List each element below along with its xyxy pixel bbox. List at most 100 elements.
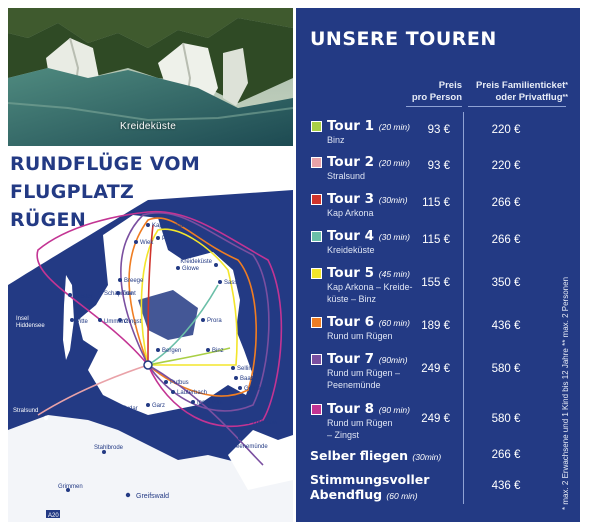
tour-duration: (60 min) [378,318,410,328]
tour-destination: Kreideküste [327,244,375,256]
col-header-family-sup-1: * [565,82,568,89]
svg-text:Peenemünde: Peenemünde [232,444,268,450]
tour-color-swatch [311,354,322,365]
tour-family-price: 350 € [491,277,521,289]
tour-name: Tour 3 (30min) [327,191,408,207]
svg-text:Ummanz: Ummanz [104,319,128,325]
panel-title: UNSERE TOUREN [310,28,497,50]
special-family-price: 436 € [491,480,521,492]
tour-color-swatch [311,121,322,132]
tour-price: 189 € [421,320,450,332]
tour-destination: Rund um Rügen – Zingst [327,417,393,441]
tour-color-swatch [311,317,322,328]
svg-text:Prora: Prora [207,318,222,324]
tour-destination-line: Rund um Rügen [327,418,393,428]
tour-color-swatch [311,157,322,168]
page-heading: RUNDFLÜGE VOM FLUGPLATZ RÜGEN [10,150,290,234]
tour-duration: (30 min) [378,232,410,242]
tour-destination-line: Stralsund [327,171,366,181]
svg-text:Kreideküste: Kreideküste [180,259,212,265]
tour-destination-line: küste – Binz [327,294,377,304]
tour-family-price: 266 € [491,197,521,209]
col-header-family-rule [468,106,566,107]
tour-destination-line: Rund um Rügen [327,331,393,341]
tour-duration: (30min) [378,195,408,205]
tour-family-price: 580 € [491,413,521,425]
col-header-family-line-1: Preis Familienticket* [472,80,568,92]
tour-price: 249 € [421,413,450,425]
col-header-price-rule [406,106,462,107]
special-row-self-fly: Selber fliegen (30min) [310,448,441,465]
tour-family-price: 220 € [491,160,521,172]
tour-destination-line: Kap Arkona [327,208,374,218]
svg-text:Garz: Garz [152,403,165,409]
chalk-cliffs-photo [8,8,293,146]
tour-name-text: Tour 6 [327,314,375,330]
svg-text:Sellin: Sellin [237,366,252,372]
svg-text:Putgarten: Putgarten [162,236,188,242]
heading-line-1: RUNDFLÜGE VOM [10,153,201,175]
tour-name: Tour 7 (90min) [327,351,408,367]
col-header-price-line-1: Preis [438,80,462,91]
tour-family-price: 266 € [491,234,521,246]
tour-duration: (20 min) [378,158,410,168]
tour-color-swatch [311,231,322,242]
tour-color-swatch [311,404,322,415]
tour-duration: (90 min) [378,405,410,415]
special-duration: (30min) [412,452,442,462]
tour-destination-line: Kreideküste [327,245,375,255]
svg-text:Greifswald: Greifswald [136,493,169,500]
tour-name-text: Tour 2 [327,154,375,170]
tour-destination: Stralsund [327,170,365,182]
tour-color-swatch [311,194,322,205]
tour-name-text: Tour 8 [327,401,375,417]
svg-text:Binz: Binz [212,348,224,354]
tour-destination-line: Kap Arkona – Kreide- [327,282,413,292]
col-header-family-line-2: oder Privatflug** [472,92,569,104]
tour-destination: Rund um Rügen – Peenemünde [327,367,400,391]
column-separator [463,112,464,504]
tour-name-text: Tour 5 [327,265,375,281]
tour-price: 93 € [427,124,450,136]
tour-destination-line: Binz [327,135,345,145]
tour-name-text: Tour 7 [327,351,375,367]
tour-name: Tour 6 (60 min) [327,314,410,330]
tour-destination-line: – Zingst [327,430,360,440]
tour-family-price: 436 € [491,320,521,332]
svg-text:Putbus: Putbus [170,380,189,386]
tour-name-text: Tour 1 [327,118,375,134]
svg-text:Thiessow: Thiessow [252,420,278,426]
special-family-price: 266 € [491,449,521,461]
tour-duration: (90min) [378,355,408,365]
svg-text:Wiek: Wiek [140,240,154,246]
svg-text:Insel: Insel [16,316,29,322]
special-name: Selber fliegen [310,448,409,463]
tour-name: Tour 2 (20 min) [327,154,410,170]
tour-name: Tour 5 (45 min) [327,265,410,281]
svg-text:Lauterbach: Lauterbach [177,390,207,396]
svg-text:Bergen: Bergen [162,348,181,354]
svg-text:Kap Arkona: Kap Arkona [152,223,184,229]
tour-duration: (20 min) [378,122,410,132]
tour-family-price: 580 € [491,363,521,375]
footnote-vertical: * max. 2 Erwachsene und 1 Kind bis 12 Ja… [561,276,570,510]
special-duration: (60 min) [386,491,418,501]
tour-name: Tour 1 (20 min) [327,118,410,134]
tour-name-text: Tour 4 [327,228,375,244]
svg-text:Trent: Trent [122,291,136,297]
tour-price: 115 € [422,197,450,209]
tour-price: 115 € [422,234,450,246]
svg-text:Insel Vilm: Insel Vilm [197,400,223,406]
svg-text:Zudar: Zudar [122,406,138,412]
tour-family-price: 220 € [491,124,521,136]
heading-line-2: FLUGPLATZ [10,181,135,203]
tour-destination: Kap Arkona – Kreide- küste – Binz [327,281,413,305]
special-name: Stimmungsvoller [310,472,430,487]
tour-price: 93 € [427,160,450,172]
svg-text:Baabe: Baabe [240,376,258,382]
tour-destination: Binz [327,134,345,146]
svg-text:Göhren: Göhren [244,386,264,392]
col-header-family-text-2: oder Privatflug [495,92,563,103]
tour-destination: Rund um Rügen [327,330,393,342]
svg-text:Vitte: Vitte [76,319,89,325]
